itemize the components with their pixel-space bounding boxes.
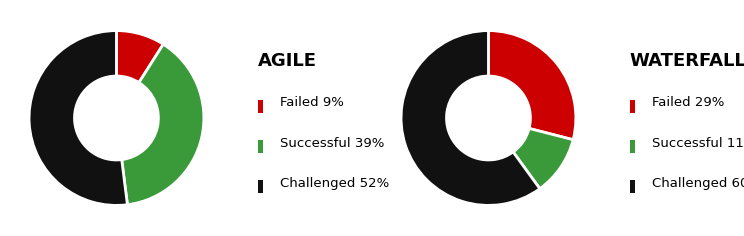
Text: Challenged 52%: Challenged 52% bbox=[280, 177, 389, 190]
Text: Failed 9%: Failed 9% bbox=[280, 97, 344, 110]
Bar bbox=[629, 100, 635, 113]
Bar bbox=[629, 180, 635, 193]
Wedge shape bbox=[513, 128, 573, 189]
Bar bbox=[257, 100, 263, 113]
Bar bbox=[257, 180, 263, 193]
Bar bbox=[257, 140, 263, 153]
Wedge shape bbox=[29, 31, 127, 205]
Wedge shape bbox=[122, 44, 204, 205]
Bar bbox=[629, 140, 635, 153]
Text: AGILE: AGILE bbox=[257, 52, 317, 70]
Wedge shape bbox=[489, 31, 576, 140]
Text: Challenged 60%: Challenged 60% bbox=[652, 177, 744, 190]
Wedge shape bbox=[401, 31, 540, 205]
Wedge shape bbox=[117, 31, 163, 83]
Text: Successful 11%: Successful 11% bbox=[652, 137, 744, 150]
Text: Failed 29%: Failed 29% bbox=[652, 97, 725, 110]
Text: Successful 39%: Successful 39% bbox=[280, 137, 385, 150]
Text: WATERFALL: WATERFALL bbox=[629, 52, 744, 70]
